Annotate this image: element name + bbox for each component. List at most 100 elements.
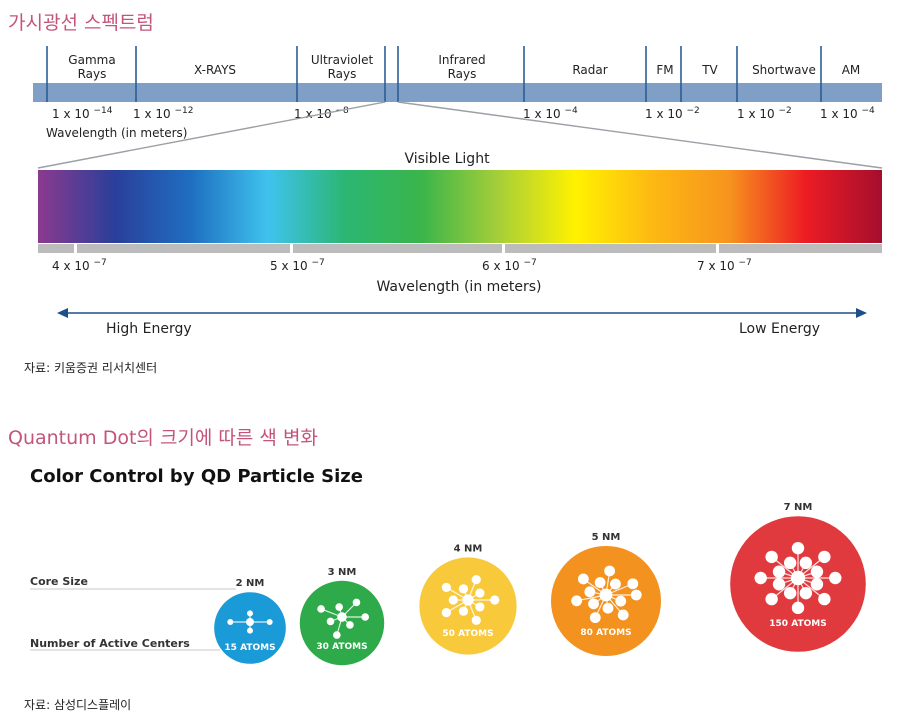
- qd-atom-center: [599, 588, 613, 602]
- qd-atom: [335, 603, 343, 611]
- visible-spectrum-gradient: [38, 170, 882, 243]
- qd-source: 자료: 삼성디스플레이: [24, 698, 132, 712]
- spectrum-section-title: 가시광선 스펙트럼: [8, 12, 154, 34]
- qd-chart-title: Color Control by QD Particle Size: [30, 466, 363, 487]
- arrowhead-right: [856, 308, 867, 318]
- qd-size-label: 3 NM: [328, 567, 357, 578]
- band-label-5: FM: [656, 63, 673, 77]
- qd-atom: [471, 615, 481, 625]
- qd-atom: [441, 582, 451, 593]
- band-label-3: Infrared: [438, 53, 485, 67]
- qd-atom: [352, 598, 361, 607]
- qd-atom: [610, 578, 621, 590]
- active-centers-label: Number of Active Centers: [30, 637, 190, 650]
- band-label-2: Ultraviolet: [311, 53, 374, 67]
- band-label-6: TV: [701, 63, 718, 77]
- qd-atoms-label: 15 ATOMS: [224, 643, 275, 653]
- qd-atom-center: [337, 612, 347, 622]
- qd-dot-2nm: 2 NM 15 ATOMS: [214, 578, 286, 664]
- qd-atom: [783, 586, 797, 600]
- qd-atom: [627, 578, 639, 590]
- qd-atom: [571, 595, 583, 607]
- qd-size-label: 5 NM: [592, 532, 621, 543]
- visible-tick-mark-0: [74, 243, 77, 254]
- visible-scale-bar: [38, 244, 882, 253]
- arrowhead-left: [57, 308, 68, 318]
- qd-atom: [594, 577, 606, 588]
- band-label-1: X-RAYS: [194, 63, 236, 77]
- qd-circle-2: [419, 557, 517, 655]
- qd-atom: [584, 586, 596, 598]
- scale-label-1: 1 x 10 −12: [133, 106, 193, 121]
- qd-diagram: Color Control by QD Particle Size Core S…: [30, 466, 866, 666]
- qd-atom: [791, 601, 805, 615]
- qd-atom: [346, 621, 354, 629]
- band-label-7: Shortwave: [752, 63, 816, 77]
- qd-atoms-label: 30 ATOMS: [316, 642, 367, 652]
- qd-atom: [448, 595, 458, 605]
- qd-atom: [361, 613, 370, 621]
- visible-tick-label-2: 6 x 10 −7: [482, 258, 537, 273]
- em-scale-caption: Wavelength (in meters): [46, 126, 187, 140]
- qd-atom: [247, 627, 253, 634]
- zoom-line-left: [37, 101, 386, 169]
- band-label-0: Gamma: [68, 53, 115, 67]
- qd-dot-3nm: 3 NM 30 ATOMS: [299, 567, 385, 666]
- qd-atom: [326, 617, 335, 626]
- qd-atoms-label: 150 ATOMS: [769, 619, 826, 629]
- scale-label-3: 1 x 10 −4: [523, 106, 578, 121]
- qd-size-label: 2 NM: [236, 578, 265, 589]
- qd-atom: [602, 602, 614, 614]
- qd-atom: [604, 565, 616, 577]
- visible-tick-mark-3: [716, 243, 719, 254]
- em-spectrum-bar: [33, 83, 882, 102]
- qd-atom: [333, 631, 341, 639]
- qd-atom: [317, 605, 325, 613]
- low-energy-label: Low Energy: [739, 321, 820, 337]
- qd-atom: [810, 578, 824, 591]
- qd-atom: [791, 541, 805, 555]
- qd-atom: [577, 573, 589, 585]
- visible-light-title: Visible Light: [404, 151, 490, 167]
- visible-tick-mark-2: [502, 243, 505, 254]
- qd-atom: [630, 589, 642, 601]
- qd-atom: [818, 592, 831, 606]
- qd-atom: [475, 602, 485, 612]
- qd-atom: [772, 578, 786, 591]
- qd-atom: [799, 556, 813, 570]
- qd-atom: [772, 565, 786, 578]
- qd-atom: [490, 595, 500, 605]
- scale-label-4: 1 x 10 −2: [645, 106, 700, 121]
- qd-atom: [765, 592, 778, 606]
- band-label-4: Radar: [572, 63, 607, 77]
- qd-size-label: 7 NM: [784, 502, 813, 513]
- qd-atom: [783, 556, 797, 570]
- visible-tick-label-0: 4 x 10 −7: [52, 258, 107, 273]
- qd-atom: [471, 575, 481, 585]
- qd-atom: [458, 584, 469, 594]
- qd-atom-center: [462, 594, 474, 606]
- visible-tick-mark-1: [290, 243, 293, 254]
- qd-atom: [829, 571, 842, 585]
- qd-dot-5nm: 5 NM 80 ATOMS: [551, 532, 661, 656]
- qd-atom: [227, 619, 234, 625]
- band-label-2-line2: Rays: [328, 67, 357, 81]
- qd-size-label: 4 NM: [454, 543, 483, 554]
- qd-atom: [617, 609, 629, 621]
- qd-atom: [810, 565, 824, 578]
- qd-atoms-label: 50 ATOMS: [442, 629, 493, 639]
- visible-scale-caption: Wavelength (in meters): [376, 279, 541, 295]
- visible-tick-label-1: 5 x 10 −7: [270, 258, 325, 273]
- qd-atom: [589, 612, 601, 624]
- spectrum-source: 자료: 키움증권 리서치센터: [24, 361, 158, 375]
- qd-section-title: Quantum Dot의 크기에 따른 색 변화: [8, 427, 318, 449]
- zoom-line-right: [397, 101, 883, 169]
- qd-atom: [475, 588, 485, 598]
- qd-atom: [588, 598, 599, 610]
- high-energy-label: High Energy: [106, 321, 192, 337]
- qd-atom: [818, 550, 831, 564]
- qd-atom-center: [790, 570, 806, 586]
- qd-atom: [754, 571, 767, 585]
- visible-tick-label-3: 7 x 10 −7: [697, 258, 752, 273]
